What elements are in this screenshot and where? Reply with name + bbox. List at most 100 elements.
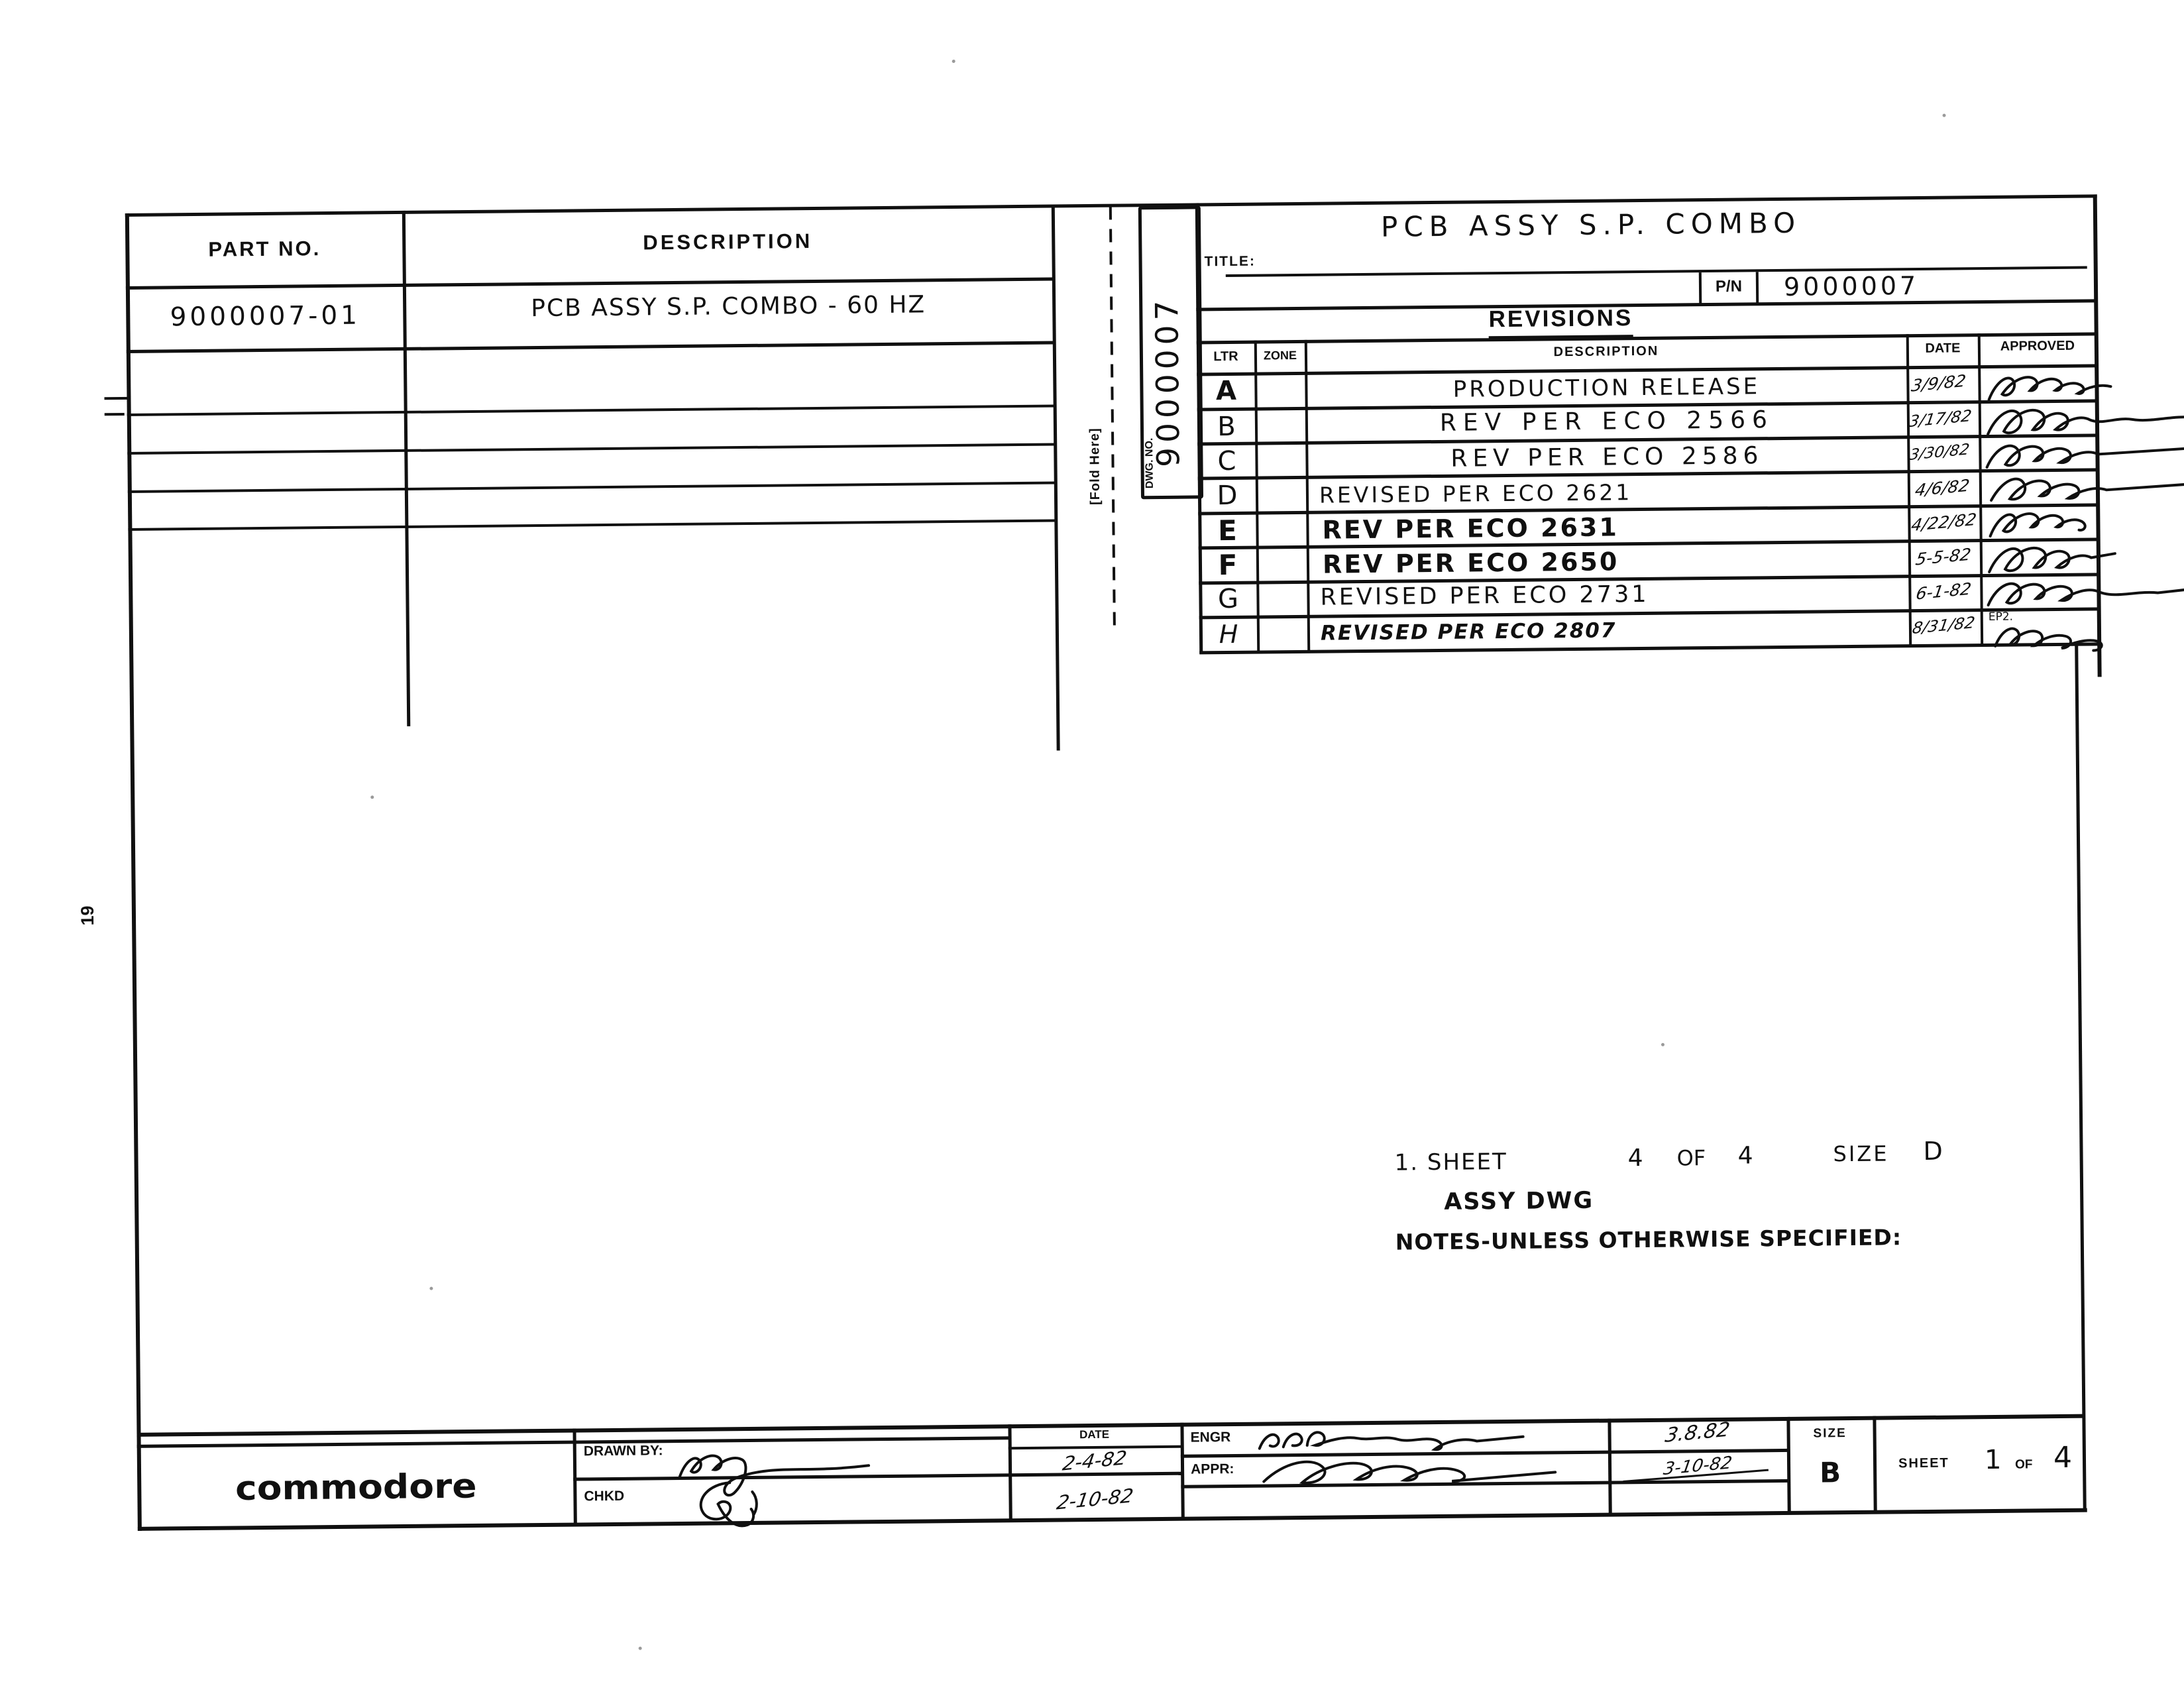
revision-description: REV PER ECO 2650 bbox=[1322, 547, 1619, 579]
revision-date: 4/22/82 bbox=[1910, 509, 1978, 535]
chkd-label: CHKD bbox=[584, 1488, 625, 1504]
col-header-date: DATE bbox=[1925, 341, 1961, 356]
fold-dashed-line bbox=[1109, 206, 1116, 631]
revision-ltr: C bbox=[1217, 445, 1236, 477]
appr-date: 3-10-82 bbox=[1662, 1453, 1733, 1480]
revision-ltr: A bbox=[1215, 375, 1237, 407]
revision-date: 6-1-82 bbox=[1914, 579, 1973, 604]
notes-sheet-num: 4 bbox=[1627, 1145, 1643, 1172]
notes-unless-specified: NOTES-UNLESS OTHERWISE SPECIFIED: bbox=[1395, 1224, 1902, 1255]
revision-description: REVISED PER ECO 2731 bbox=[1320, 581, 1649, 611]
title-label: TITLE: bbox=[1204, 253, 1256, 270]
scan-speck bbox=[1661, 1042, 1665, 1046]
revision-date: 3/30/82 bbox=[1908, 441, 1971, 464]
notes-size-label: SIZE bbox=[1833, 1141, 1889, 1167]
dwg-no-label: DWG. NO. bbox=[1144, 437, 1156, 489]
notes-of-label: OF bbox=[1676, 1145, 1706, 1171]
parts-table-column-rule bbox=[402, 210, 411, 726]
parts-row-rule bbox=[128, 519, 1056, 531]
signature-scribble bbox=[1987, 582, 2184, 606]
signature-scribble bbox=[1994, 627, 2103, 652]
parts-row-rule bbox=[127, 443, 1056, 455]
part-no-value: 9000007-01 bbox=[170, 300, 361, 333]
appr-signature bbox=[1262, 1460, 1557, 1485]
revision-description: REVISED PER ECO 2621 bbox=[1319, 479, 1633, 508]
sheet-label: SHEET bbox=[1898, 1455, 1949, 1471]
size-value: B bbox=[1819, 1456, 1841, 1489]
revision-description: PRODUCTION RELEASE bbox=[1452, 373, 1761, 403]
dwg-no-value: 9000007 bbox=[1149, 296, 1187, 468]
revision-date: 5-5-82 bbox=[1914, 544, 1973, 569]
notes-sheet-total: 4 bbox=[1737, 1142, 1753, 1170]
revision-description: REV PER ECO 2631 bbox=[1322, 512, 1619, 545]
signature-scribble bbox=[1985, 444, 2184, 469]
engr-signature bbox=[1258, 1431, 1525, 1451]
signature-scribble bbox=[1990, 477, 2184, 502]
part-no-header: PART NO. bbox=[208, 237, 321, 261]
sheet-total: 4 bbox=[2053, 1440, 2073, 1475]
parts-table-right-rule bbox=[1051, 204, 1060, 751]
revision-description: REV PER ECO 2566 bbox=[1439, 406, 1774, 437]
frame-right-rule bbox=[2075, 644, 2087, 1511]
scan-speck bbox=[370, 795, 374, 799]
pn-label: P/N bbox=[1715, 277, 1743, 296]
revision-ltr: H bbox=[1219, 619, 1238, 649]
drawn-by-label: DRAWN BY: bbox=[583, 1443, 663, 1459]
scan-speck bbox=[429, 1286, 433, 1290]
chkd-date: 2-10-82 bbox=[1055, 1484, 1135, 1514]
parts-row-rule bbox=[127, 404, 1055, 416]
revision-ltr: D bbox=[1217, 480, 1238, 512]
title-underline bbox=[1225, 266, 2087, 278]
col-header-approved: APPROVED bbox=[2000, 338, 2075, 354]
signature-scribble bbox=[1988, 546, 2116, 573]
appr-label: APPR: bbox=[1190, 1461, 1234, 1477]
commodore-logo: commodore bbox=[235, 1466, 477, 1508]
col-header-ltr: LTR bbox=[1213, 349, 1238, 365]
revision-description: REV PER ECO 2586 bbox=[1450, 442, 1764, 473]
scan-speck bbox=[952, 59, 956, 63]
frame-left-rule bbox=[125, 213, 142, 1531]
revision-ltr: F bbox=[1218, 548, 1238, 582]
revisions-title: REVISIONS bbox=[1488, 305, 1633, 340]
side-page-number: 19 bbox=[77, 905, 98, 926]
footer-col-rule bbox=[1873, 1416, 1877, 1512]
revision-description: REVISED PER ECO 2807 bbox=[1320, 618, 1617, 646]
drawn-by-signature bbox=[678, 1454, 871, 1497]
signature-scribble bbox=[1987, 408, 2184, 435]
revision-date: 4/6/82 bbox=[1914, 475, 1971, 500]
margin-tick bbox=[104, 412, 125, 416]
chkd-signature bbox=[699, 1481, 758, 1528]
sheet-number: 1 bbox=[1984, 1444, 2002, 1476]
signature-scribble bbox=[1987, 376, 2112, 401]
scan-speck bbox=[1942, 113, 1946, 117]
signature-scribble bbox=[1989, 512, 2087, 537]
notes-size-value: D bbox=[1923, 1136, 1943, 1166]
footer-col-rule bbox=[1180, 1422, 1185, 1518]
notes-sheet-prefix: 1. SHEET bbox=[1394, 1149, 1507, 1176]
revision-date: 3/9/82 bbox=[1910, 370, 1967, 396]
revision-date: 8/31/82 bbox=[1910, 613, 1977, 638]
drawn-chkd-rule bbox=[573, 1471, 1184, 1481]
fold-here-label: [Fold Here] bbox=[1087, 427, 1103, 506]
scan-speck bbox=[638, 1646, 642, 1650]
part-description-value: PCB ASSY S.P. COMBO - 60 HZ bbox=[531, 291, 926, 323]
notes-assy-dwg: ASSY DWG bbox=[1444, 1187, 1594, 1215]
revision-date: 3/17/82 bbox=[1908, 406, 1973, 431]
parts-header-rule bbox=[125, 277, 1054, 290]
margin-tick bbox=[104, 396, 130, 400]
description-header: DESCRIPTION bbox=[643, 229, 813, 254]
sheet-of-label: OF bbox=[2014, 1457, 2033, 1472]
parts-row-rule bbox=[126, 341, 1054, 353]
col-header-zone: ZONE bbox=[1263, 349, 1297, 363]
revision-ltr: E bbox=[1217, 514, 1238, 547]
revisions-col-rule bbox=[1977, 333, 1984, 646]
parts-row-rule bbox=[127, 481, 1056, 493]
frame-bottom-rule bbox=[137, 1508, 2087, 1531]
engr-label: ENGR bbox=[1190, 1430, 1231, 1445]
pn-value: 9000007 bbox=[1783, 270, 1920, 302]
revision-ltr: G bbox=[1217, 583, 1239, 615]
revision-ltr: B bbox=[1217, 411, 1236, 443]
size-label: SIZE bbox=[1813, 1426, 1847, 1441]
